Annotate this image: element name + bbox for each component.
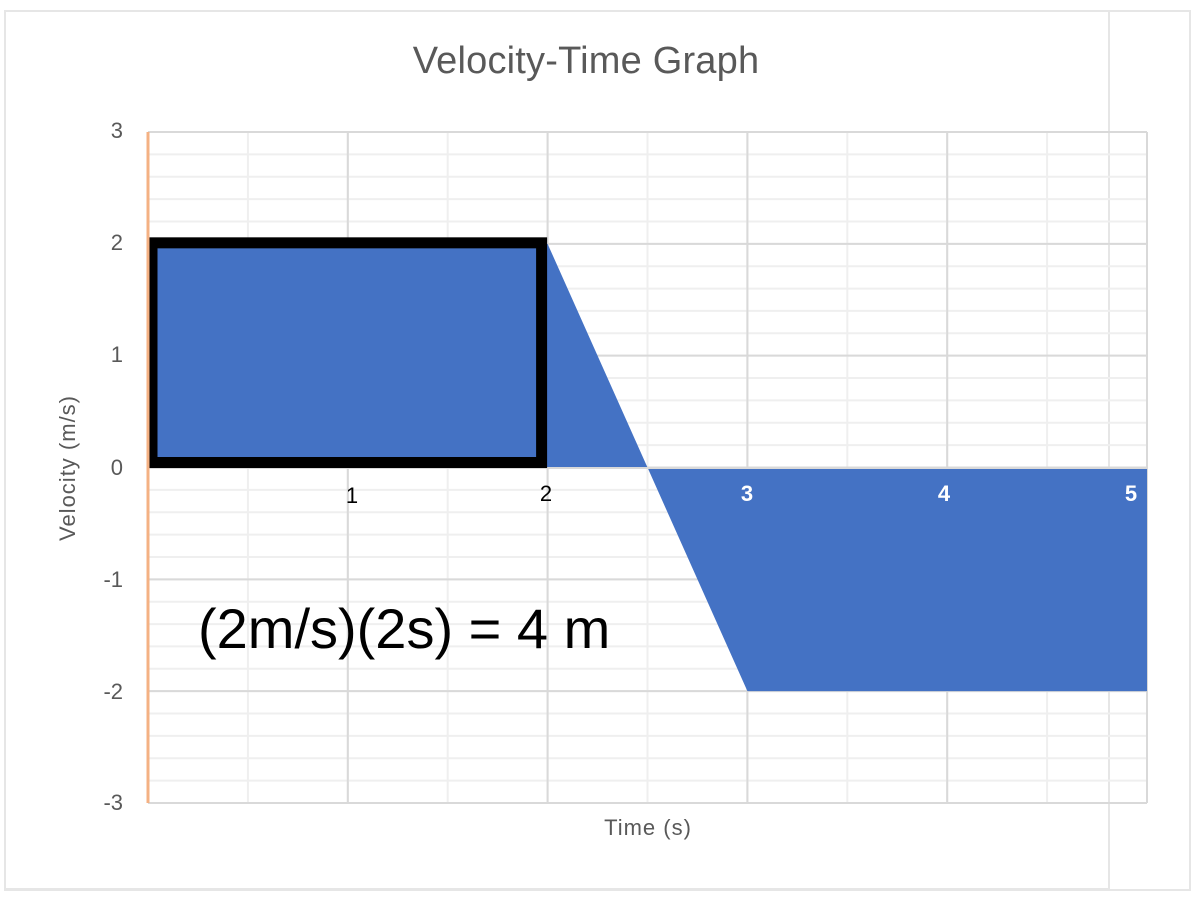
x-tick-label: 3 <box>740 481 754 506</box>
x-tick-label: 2 <box>539 481 553 506</box>
highlight-box <box>146 237 548 468</box>
y-tick-label: -1 <box>103 567 123 592</box>
x-axis-title: Time (s) <box>604 815 692 840</box>
area-calculation-annotation: (2m/s)(2s) = 4 m <box>198 597 611 660</box>
y-tick-label: 0 <box>110 455 123 480</box>
x-tick-label: 1 <box>345 483 359 508</box>
chart-border <box>4 10 1191 891</box>
y-tick-label: 3 <box>110 118 123 143</box>
y-tick-label: 2 <box>110 230 123 255</box>
y-tick-label: 1 <box>110 342 123 367</box>
y-axis-title: Velocity (m/s) <box>55 394 80 542</box>
y-tick-label: -3 <box>103 790 123 815</box>
x-tick-label: 4 <box>937 481 951 506</box>
x-tick-label: 5 <box>1124 481 1138 506</box>
chart-title: Velocity-Time Graph <box>412 40 760 82</box>
y-tick-label: -2 <box>103 679 123 704</box>
